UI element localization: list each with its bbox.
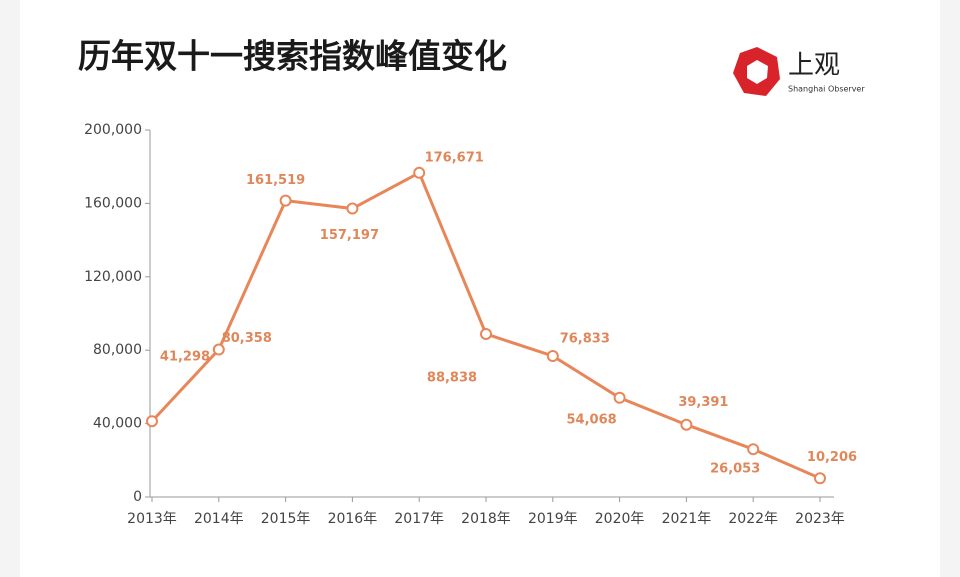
x-tick-label: 2017年	[394, 511, 444, 527]
point	[212, 343, 225, 356]
point	[346, 202, 359, 215]
logo: 上观 Shanghai Observer	[733, 47, 865, 96]
point	[146, 415, 158, 428]
point	[613, 391, 626, 404]
logo-icon-inner	[747, 60, 768, 84]
y-tick-label: 80,000	[93, 342, 142, 358]
point	[413, 166, 426, 179]
x-tick-label: 2013年	[127, 511, 177, 527]
x-tick-label: 2019年	[528, 511, 578, 527]
value-label: 176,671	[425, 150, 484, 165]
x-tick-label: 2014年	[194, 511, 244, 527]
x-tick-label: 2015年	[261, 511, 311, 527]
y-tick-label: 120,000	[84, 269, 142, 285]
x-tick-label: 2016年	[328, 511, 378, 527]
y-tick-label: 160,000	[84, 195, 142, 211]
x-tick-label: 2022年	[728, 511, 778, 527]
point	[546, 350, 559, 363]
value-label: 157,197	[320, 228, 379, 243]
y-tick-label: 40,000	[93, 416, 142, 432]
point	[747, 443, 760, 456]
value-label: 41,298	[160, 350, 210, 365]
point	[680, 418, 693, 431]
x-tick-label: 2023年	[795, 511, 845, 527]
value-label: 80,358	[222, 331, 272, 346]
x-tick-label: 2020年	[595, 511, 645, 527]
chart-title: 历年双十一搜索指数峰值变化	[78, 37, 507, 76]
point	[279, 194, 292, 207]
card	[20, 0, 940, 577]
point	[480, 327, 492, 340]
x-tick-label: 2018年	[461, 511, 511, 527]
value-label: 76,833	[560, 332, 610, 347]
x-tick-label: 2021年	[662, 511, 712, 527]
y-tick-label: 200,000	[84, 122, 142, 138]
value-label: 10,206	[807, 450, 857, 465]
logo-name: 上观	[788, 51, 840, 81]
value-label: 88,838	[427, 370, 477, 385]
point	[814, 472, 826, 485]
value-label: 39,391	[678, 395, 728, 410]
y-tick-label: 0	[133, 489, 142, 505]
value-label: 161,519	[246, 173, 305, 188]
logo-subtitle: Shanghai Observer	[788, 85, 865, 94]
value-label: 54,068	[567, 412, 617, 427]
value-label: 26,053	[710, 462, 760, 477]
